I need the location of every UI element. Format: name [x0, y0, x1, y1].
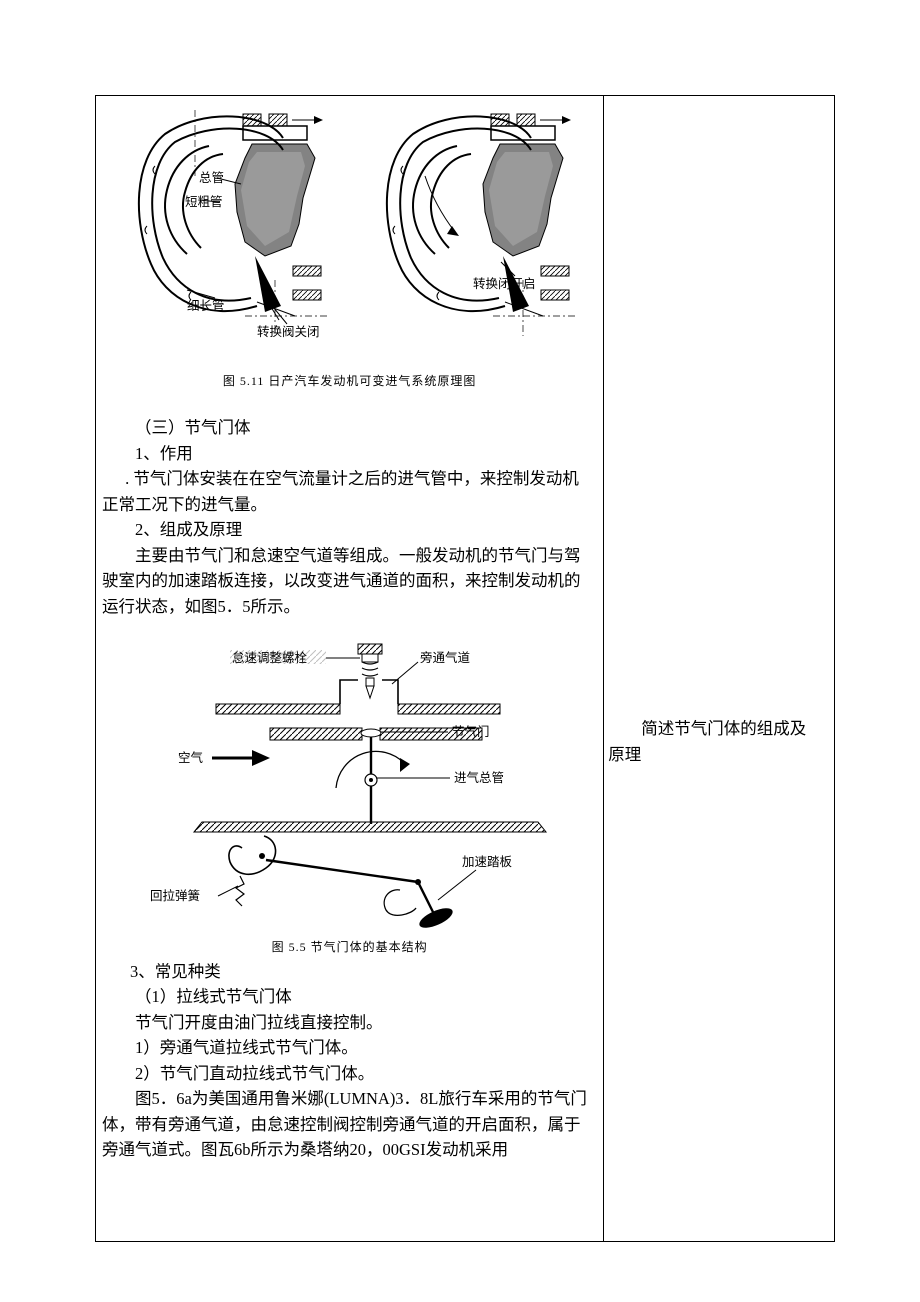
label-intake-manifold: 进气总管: [454, 770, 504, 785]
section-throttle-body: （三）节气门体 1、作用 . 节气门体安装在在空气流量计之后的进气管中，来控制发…: [96, 389, 603, 624]
kind-1-b: 2）节气门直动拉线式节气门体。: [102, 1061, 593, 1087]
label-idle-screw: 怠速调整螺栓: [232, 650, 308, 665]
label-accel-pedal: 加速踏板: [462, 855, 513, 869]
label-bypass: 旁通气道: [420, 650, 471, 665]
item1-body: . 节气门体安装在在空气流量计之后的进气管中，来控制发动机正常工况下的进气量。: [102, 466, 593, 517]
item1-title: 1、作用: [102, 441, 593, 467]
item3-title: 3、常见种类: [102, 959, 593, 985]
side-column: 简述节气门体的组成及 原理: [604, 96, 835, 1242]
figure-5-5-svg: 空气 怠速调整螺栓 旁通气道 节气门 进气总管 回拉弹簧: [130, 632, 570, 932]
document-table: 总管 短粗管 细长管 转换阀关闭: [95, 95, 835, 1242]
heading-3: （三）节气门体: [102, 415, 593, 441]
kinds-paragraph: 图5．6a为美国通用鲁米娜(LUMNA)3．8L旅行车采用的节气门体，带有旁通气…: [102, 1086, 593, 1163]
main-column: 总管 短粗管 细长管 转换阀关闭: [96, 96, 604, 1242]
sidebar-question: 简述节气门体的组成及 原理: [604, 96, 834, 767]
figure-5-11: 总管 短粗管 细长管 转换阀关闭: [96, 96, 603, 389]
figure-5-5-caption: 图 5.5 节气门体的基本结构: [100, 938, 599, 955]
label-valve-closed: 转换阀关闭: [257, 324, 320, 339]
item2-body: 主要由节气门和怠速空气道等组成。一般发动机的节气门与驾驶室内的加速踏板连接，以改…: [102, 543, 593, 620]
figure-5-11-svg: 总管 短粗管 细长管 转换阀关闭: [107, 106, 593, 366]
kind-1-a: 1）旁通气道拉线式节气门体。: [102, 1035, 593, 1061]
section-kinds: 3、常见种类 （1）拉线式节气门体 节气门开度由油门拉线直接控制。 1）旁通气道…: [96, 955, 603, 1168]
label-main-pipe: 总管: [199, 170, 224, 185]
kind-1-body: 节气门开度由油门拉线直接控制。: [102, 1010, 593, 1036]
label-thin-pipe: 细长管: [187, 298, 225, 313]
label-throttle: 节气门: [452, 724, 490, 739]
kind-1: （1）拉线式节气门体: [102, 984, 593, 1010]
sidebar-q-line2: 原理: [608, 742, 828, 768]
label-air: 空气: [178, 750, 204, 765]
item2-title: 2、组成及原理: [102, 517, 593, 543]
figure-5-11-caption: 图 5.11 日产汽车发动机可变进气系统原理图: [100, 372, 599, 389]
figure-5-5: 空气 怠速调整螺栓 旁通气道 节气门 进气总管 回拉弹簧: [96, 624, 603, 955]
label-short-pipe: 短粗管: [185, 194, 223, 209]
sidebar-q-line1: 简述节气门体的组成及: [608, 716, 828, 742]
label-return-spring: 回拉弹簧: [150, 888, 200, 903]
label-valve-open: 转换闭开启: [473, 276, 536, 291]
